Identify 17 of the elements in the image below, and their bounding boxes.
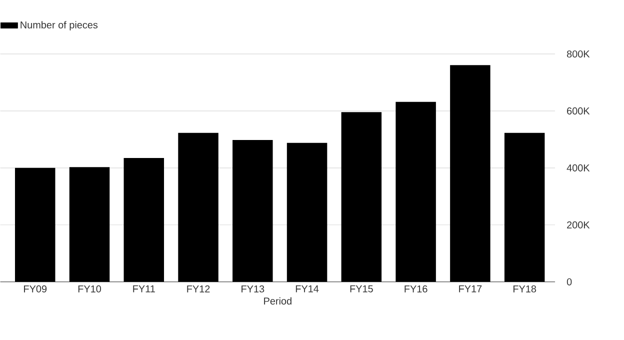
y-tick-label: 0 xyxy=(566,278,572,286)
x-axis-title: Period xyxy=(264,297,292,305)
y-tick-label: 200K xyxy=(567,221,590,228)
x-tick-label: FY15 xyxy=(350,285,373,292)
y-tick-label: 400K xyxy=(566,164,590,172)
x-tick-label: FY16 xyxy=(404,285,428,292)
x-tick-label: FY09 xyxy=(24,285,47,292)
x-tick-label: FY18 xyxy=(513,285,536,292)
x-tick-label: FY13 xyxy=(242,285,264,292)
x-tick-label: FY10 xyxy=(78,285,102,292)
x-tick-label: FY14 xyxy=(296,285,319,292)
y-tick-label: 600K xyxy=(567,108,590,115)
x-tick-label: FY12 xyxy=(187,285,210,292)
x-tick-label: FY11 xyxy=(133,285,155,292)
y-tick-label: 800K xyxy=(566,50,590,58)
legend-label: Number of pieces xyxy=(20,21,98,30)
x-tick-label: FY17 xyxy=(459,285,482,292)
